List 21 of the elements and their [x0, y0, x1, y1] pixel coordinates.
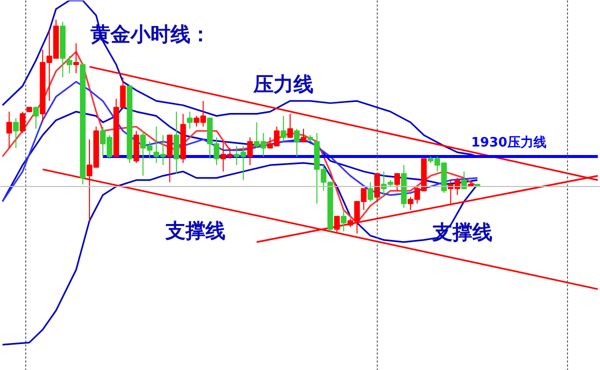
candlestick	[33, 106, 39, 130]
candlestick	[334, 216, 340, 234]
candlestick	[340, 210, 346, 232]
annotation: 压力线	[252, 72, 314, 96]
candlestick	[300, 128, 306, 142]
candlestick	[166, 134, 173, 183]
candlestick	[247, 136, 253, 166]
candlestick	[394, 173, 400, 192]
candlestick	[20, 111, 26, 134]
series-label: 1930压力线	[471, 136, 546, 151]
candlestick	[368, 182, 374, 202]
candlestick	[73, 42, 79, 74]
candlestick	[287, 113, 293, 138]
candlestick	[13, 118, 19, 149]
annotation: 支撑线	[164, 218, 226, 243]
candlestick	[6, 111, 12, 149]
candlestick	[280, 115, 286, 142]
candlestick	[174, 111, 180, 174]
candlestick	[294, 128, 300, 158]
candlestick	[186, 111, 193, 130]
candlestick	[66, 56, 72, 74]
